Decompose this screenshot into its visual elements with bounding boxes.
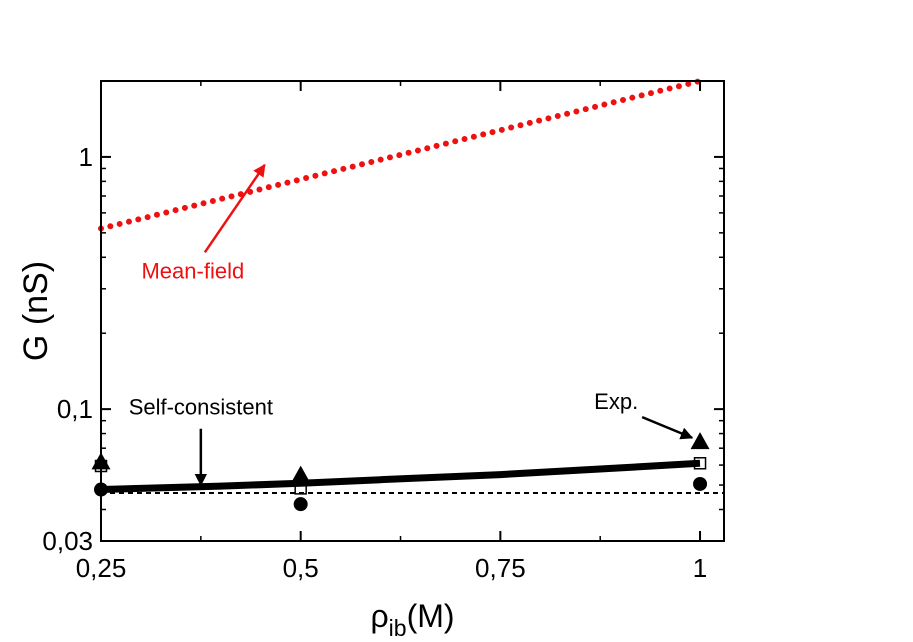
square-marker-2 [294,482,307,495]
annotations: Mean-field Self-consistent Exp. [129,163,694,487]
x-axis-label-suffix: (M) [407,598,455,634]
x-axis-label: ρib(M) [370,598,454,641]
y-axis-label: G (nS) [17,261,55,361]
x-tick-label-4: 1 [693,553,707,583]
x-axis-label-main: ρ [370,598,388,634]
series-line-2 [100,459,701,493]
x-tick-label-2: 0,5 [283,553,319,583]
x-axis-label-sub: ib [389,615,407,641]
annotation-label-1: Mean-field [141,258,244,283]
axis-labels: G (nS) ρib(M) [17,261,455,641]
triangle-marker-2 [291,465,311,483]
y-tick-label-2: 0,1 [57,394,93,424]
y-tick-label-1: 0,03 [42,526,93,556]
plot-frame [100,80,725,542]
square-marker-3 [693,457,707,470]
circle-marker-2 [293,497,308,512]
x-tick-label-1: 0,25 [76,553,127,583]
axes: 0,25 0,5 0,75 1 0,03 0,1 1 [42,81,724,583]
plot-content [91,78,724,512]
series-line-1 [98,78,703,232]
annotation-arrow-3 [641,415,694,440]
annotation-label-2: Self-consistent [129,395,273,420]
x-tick-label-3: 0,75 [475,553,526,583]
triangle-marker-3 [690,432,710,450]
y-tick-label-3: 1 [79,142,93,172]
circle-marker-3 [693,476,708,491]
annotation-label-3: Exp. [594,389,638,414]
annotation-arrow-1 [203,163,266,254]
